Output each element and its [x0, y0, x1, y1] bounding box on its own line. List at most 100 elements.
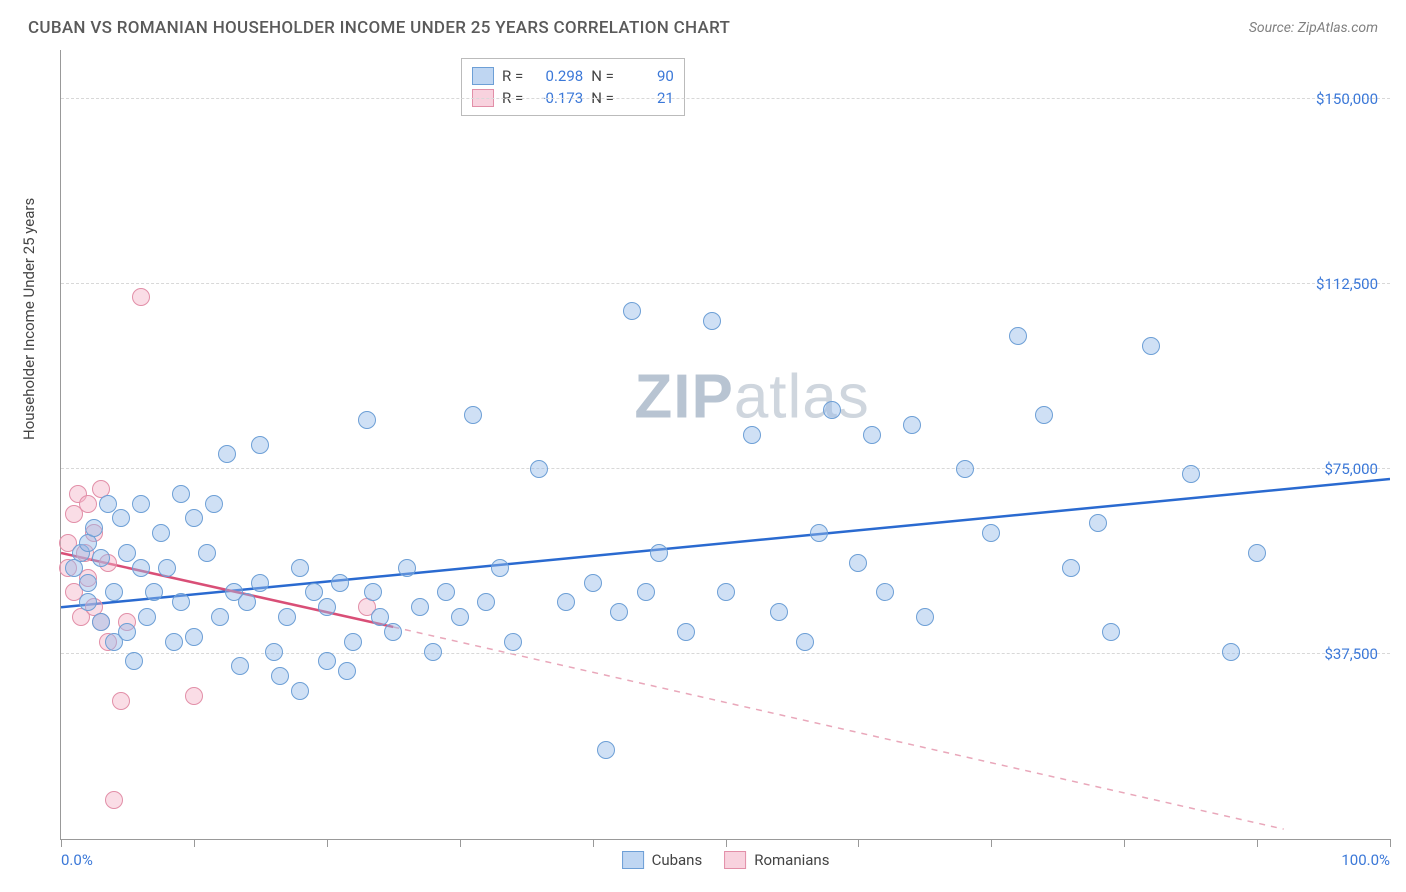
- data-point-cubans: [876, 583, 894, 601]
- data-point-cubans: [916, 608, 934, 626]
- data-point-cubans: [251, 436, 269, 454]
- data-point-cubans: [105, 583, 123, 601]
- data-point-cubans: [398, 559, 416, 577]
- data-point-cubans: [172, 485, 190, 503]
- data-point-romanians: [79, 495, 97, 513]
- data-point-cubans: [318, 652, 336, 670]
- data-point-cubans: [464, 406, 482, 424]
- watermark-zip: ZIP: [634, 363, 733, 432]
- data-point-cubans: [238, 593, 256, 611]
- data-point-cubans: [211, 608, 229, 626]
- data-point-cubans: [271, 667, 289, 685]
- source-label: Source: ZipAtlas.com: [1249, 20, 1378, 36]
- data-point-cubans: [863, 426, 881, 444]
- data-point-cubans: [145, 583, 163, 601]
- data-point-cubans: [338, 662, 356, 680]
- data-point-cubans: [331, 574, 349, 592]
- data-point-cubans: [810, 524, 828, 542]
- data-point-cubans: [185, 628, 203, 646]
- data-point-cubans: [118, 544, 136, 562]
- data-point-cubans: [849, 554, 867, 572]
- data-point-cubans: [903, 416, 921, 434]
- data-point-cubans: [504, 633, 522, 651]
- data-point-cubans: [584, 574, 602, 592]
- x-tick: [460, 839, 461, 847]
- data-point-cubans: [305, 583, 323, 601]
- data-point-cubans: [152, 524, 170, 542]
- data-point-cubans: [291, 559, 309, 577]
- legend-item-cubans: Cubans: [622, 851, 703, 869]
- data-point-cubans: [477, 593, 495, 611]
- data-point-cubans: [717, 583, 735, 601]
- r-label: R =: [502, 67, 523, 85]
- data-point-cubans: [1142, 337, 1160, 355]
- data-point-cubans: [125, 652, 143, 670]
- r-value: 0.298: [531, 67, 583, 85]
- legend-label: Cubans: [652, 851, 703, 869]
- data-point-romanians: [132, 288, 150, 306]
- data-point-cubans: [165, 633, 183, 651]
- correlation-legend: R = 0.298 N = 90 R = -0.173 N = 21: [461, 58, 685, 116]
- data-point-cubans: [491, 559, 509, 577]
- gridline: [61, 653, 1390, 654]
- legend-row-cubans: R = 0.298 N = 90: [472, 65, 674, 87]
- data-point-romanians: [105, 791, 123, 809]
- data-point-cubans: [198, 544, 216, 562]
- data-point-cubans: [437, 583, 455, 601]
- data-point-cubans: [79, 574, 97, 592]
- data-point-cubans: [205, 495, 223, 513]
- data-point-cubans: [99, 495, 117, 513]
- data-point-cubans: [451, 608, 469, 626]
- x-tick: [1257, 839, 1258, 847]
- data-point-cubans: [637, 583, 655, 601]
- data-point-romanians: [112, 692, 130, 710]
- data-point-cubans: [1182, 465, 1200, 483]
- data-point-cubans: [650, 544, 668, 562]
- data-point-cubans: [92, 549, 110, 567]
- data-point-cubans: [172, 593, 190, 611]
- data-point-cubans: [158, 559, 176, 577]
- y-tick-label: $112,500: [1316, 275, 1378, 293]
- swatch-pink-icon: [724, 851, 746, 869]
- data-point-cubans: [1248, 544, 1266, 562]
- legend-item-romanians: Romanians: [724, 851, 829, 869]
- n-value: 90: [622, 67, 674, 85]
- y-tick-label: $75,000: [1324, 460, 1378, 478]
- swatch-blue-icon: [472, 67, 494, 85]
- data-point-cubans: [364, 583, 382, 601]
- data-point-cubans: [1089, 514, 1107, 532]
- scatter-chart: ZIPatlas R = 0.298 N = 90 R = -0.173 N =…: [60, 50, 1390, 840]
- watermark: ZIPatlas: [634, 362, 869, 433]
- data-point-cubans: [677, 623, 695, 641]
- data-point-cubans: [743, 426, 761, 444]
- x-tick: [327, 839, 328, 847]
- y-tick-label: $37,500: [1324, 645, 1378, 663]
- gridline: [61, 98, 1390, 99]
- chart-title: CUBAN VS ROMANIAN HOUSEHOLDER INCOME UND…: [28, 18, 730, 38]
- data-point-cubans: [318, 598, 336, 616]
- data-point-cubans: [823, 401, 841, 419]
- data-point-cubans: [291, 682, 309, 700]
- data-point-cubans: [530, 460, 548, 478]
- data-point-cubans: [79, 593, 97, 611]
- data-point-cubans: [1062, 559, 1080, 577]
- series-legend: Cubans Romanians: [622, 851, 830, 869]
- x-tick: [726, 839, 727, 847]
- legend-label: Romanians: [754, 851, 829, 869]
- data-point-cubans: [770, 603, 788, 621]
- x-tick: [858, 839, 859, 847]
- data-point-cubans: [623, 302, 641, 320]
- data-point-cubans: [1009, 327, 1027, 345]
- watermark-rest: atlas: [734, 363, 870, 432]
- data-point-romanians: [185, 687, 203, 705]
- x-tick: [991, 839, 992, 847]
- y-axis-label: Householder Income Under 25 years: [20, 198, 38, 440]
- gridline: [61, 283, 1390, 284]
- data-point-cubans: [1222, 643, 1240, 661]
- x-axis-min-label: 0.0%: [61, 851, 93, 869]
- data-point-cubans: [118, 623, 136, 641]
- data-point-cubans: [344, 633, 362, 651]
- data-point-cubans: [231, 657, 249, 675]
- x-tick: [194, 839, 195, 847]
- data-point-cubans: [132, 495, 150, 513]
